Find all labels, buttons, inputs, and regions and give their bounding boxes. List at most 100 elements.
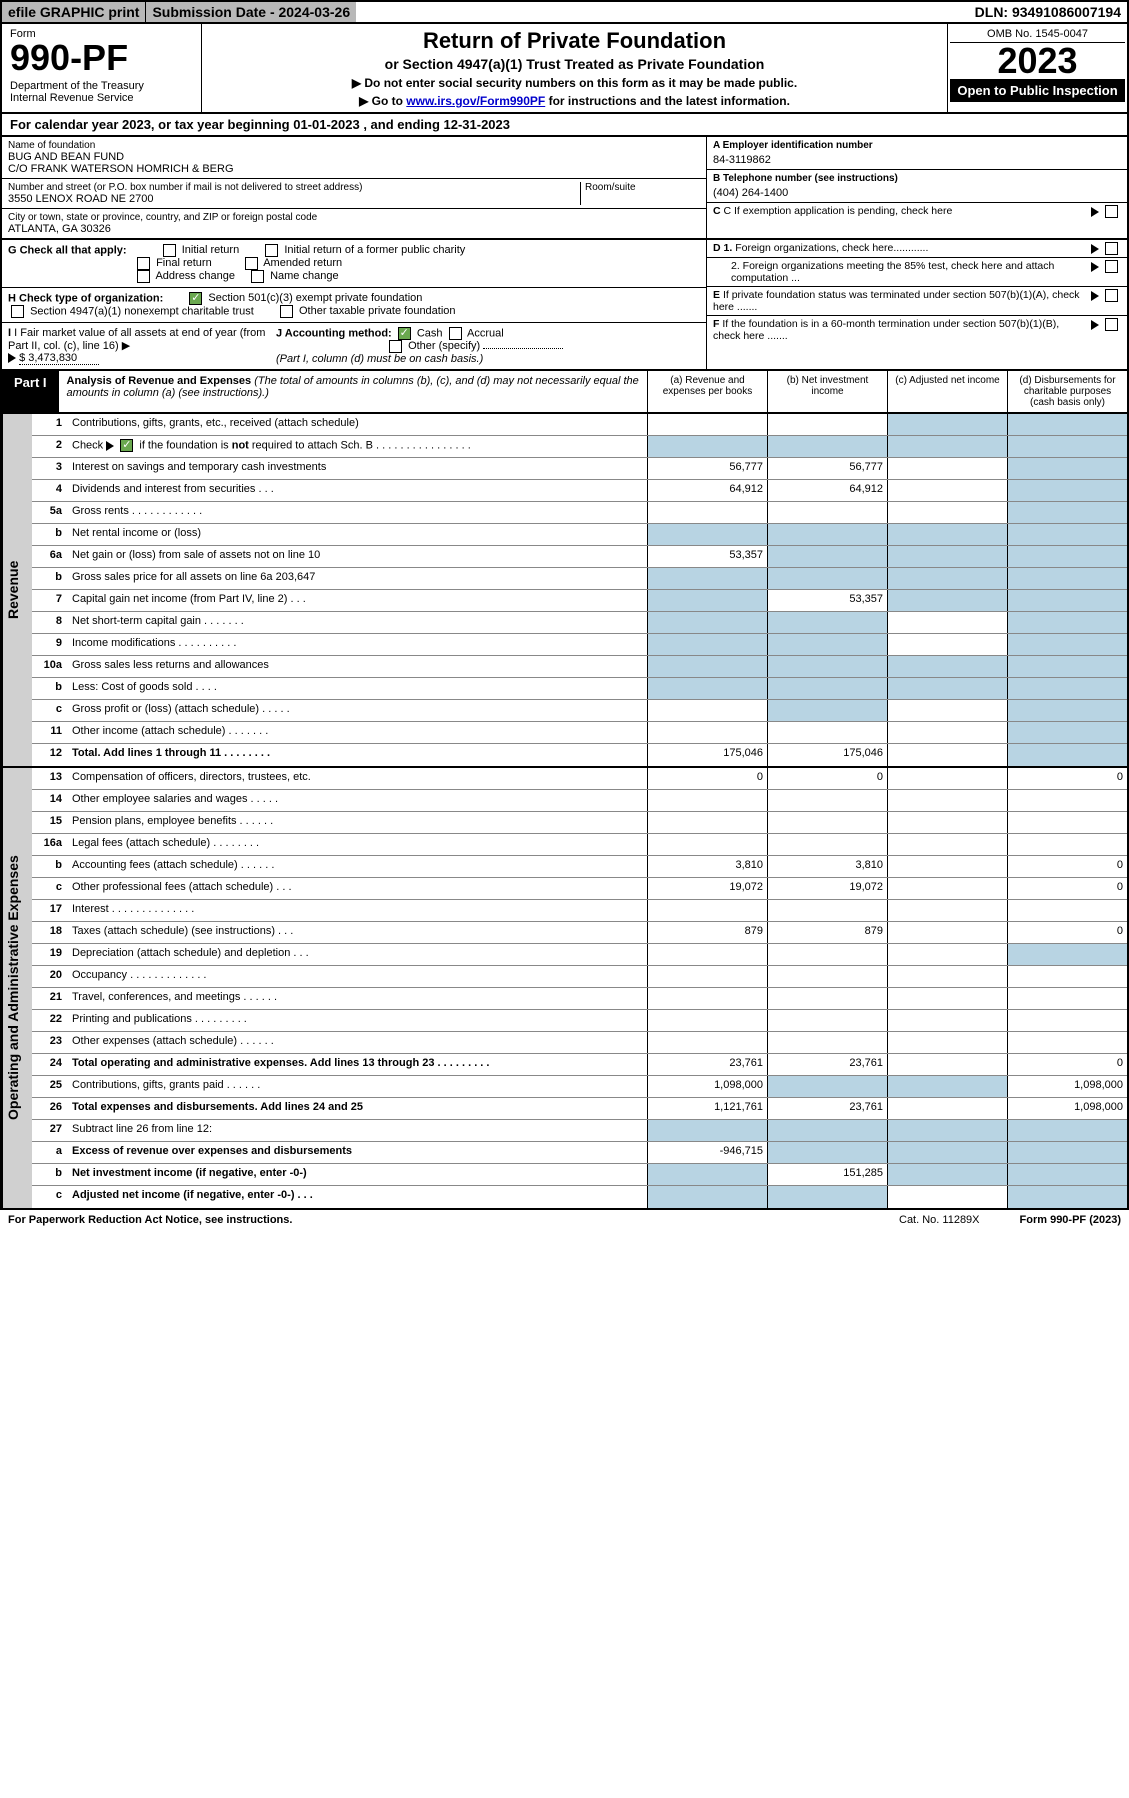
g-address-change[interactable] [137,270,150,283]
table-cell [887,568,1007,589]
row-description: Other expenses (attach schedule) . . . .… [68,1032,647,1053]
g-initial-former[interactable] [265,244,278,257]
g-amended[interactable] [245,257,258,270]
row-number: 3 [32,458,68,479]
table-row: 20Occupancy . . . . . . . . . . . . . [32,966,1127,988]
table-cell [1007,436,1127,457]
row-number: 5a [32,502,68,523]
table-row: bNet rental income or (loss) [32,524,1127,546]
table-cell [887,722,1007,743]
row-description: Accounting fees (attach schedule) . . . … [68,856,647,877]
table-cell: 53,357 [647,546,767,567]
d1-checkbox[interactable] [1105,242,1118,255]
h-4947[interactable] [11,305,24,318]
row-description: Capital gain net income (from Part IV, l… [68,590,647,611]
table-cell [647,1164,767,1185]
d2-checkbox[interactable] [1105,260,1118,273]
row-description: Total. Add lines 1 through 11 . . . . . … [68,744,647,766]
open-public: Open to Public Inspection [950,79,1125,102]
table-row: 10aGross sales less returns and allowanc… [32,656,1127,678]
table-row: 5aGross rents . . . . . . . . . . . . [32,502,1127,524]
table-cell [647,1032,767,1053]
g-initial-return[interactable] [163,244,176,257]
row-number: a [32,1142,68,1163]
irs-link[interactable]: www.irs.gov/Form990PF [406,94,545,108]
table-cell: 23,761 [767,1054,887,1075]
table-row: aExcess of revenue over expenses and dis… [32,1142,1127,1164]
row-description: Pension plans, employee benefits . . . .… [68,812,647,833]
revenue-tab: Revenue [2,414,32,766]
col-d-header: (d) Disbursements for charitable purpose… [1007,371,1127,412]
row-number: b [32,1164,68,1185]
row-number: b [32,856,68,877]
table-cell [1007,966,1127,987]
part1-label: Part I [2,371,59,412]
table-cell: 1,098,000 [647,1076,767,1097]
table-cell [767,656,887,677]
table-cell [887,656,1007,677]
table-row: 3Interest on savings and temporary cash … [32,458,1127,480]
table-cell [647,1120,767,1141]
table-cell [887,1010,1007,1031]
table-cell [767,1142,887,1163]
g-section: G Check all that apply: Initial return I… [2,240,706,288]
j-accrual[interactable] [449,327,462,340]
table-cell [647,812,767,833]
table-cell [1007,700,1127,721]
row-description: Income modifications . . . . . . . . . . [68,634,647,655]
revenue-table: Revenue 1Contributions, gifts, grants, e… [0,414,1129,768]
table-cell [887,900,1007,921]
table-cell: 64,912 [767,480,887,501]
table-row: cOther professional fees (attach schedul… [32,878,1127,900]
table-row: 4Dividends and interest from securities … [32,480,1127,502]
g-final-return[interactable] [137,257,150,270]
j-other[interactable] [389,340,402,353]
f-checkbox[interactable] [1105,318,1118,331]
table-cell [767,612,887,633]
table-cell [887,744,1007,766]
h-section: H Check type of organization: Section 50… [2,288,706,323]
row-number: 25 [32,1076,68,1097]
table-cell [767,812,887,833]
g-name-change[interactable] [251,270,264,283]
table-cell [767,414,887,435]
h-other-taxable[interactable] [280,305,293,318]
row-number: 26 [32,1098,68,1119]
table-row: 11Other income (attach schedule) . . . .… [32,722,1127,744]
table-cell: 1,121,761 [647,1098,767,1119]
table-cell [887,634,1007,655]
table-cell [1007,568,1127,589]
row-description: Depreciation (attach schedule) and deple… [68,944,647,965]
c-checkbox[interactable] [1105,205,1118,218]
table-cell [1007,458,1127,479]
row-number: 20 [32,966,68,987]
e-checkbox[interactable] [1105,289,1118,302]
name-label: Name of foundation [8,140,700,151]
h-501c3[interactable] [189,292,202,305]
table-row: 6aNet gain or (loss) from sale of assets… [32,546,1127,568]
row-number: b [32,678,68,699]
row-number: 2 [32,436,68,457]
row-number: 12 [32,744,68,766]
table-row: 7Capital gain net income (from Part IV, … [32,590,1127,612]
table-row: 16aLegal fees (attach schedule) . . . . … [32,834,1127,856]
room-label: Room/suite [585,182,700,193]
row-number: 6a [32,546,68,567]
row-description: Interest on savings and temporary cash i… [68,458,647,479]
table-cell [1007,812,1127,833]
table-row: 22Printing and publications . . . . . . … [32,1010,1127,1032]
row-number: b [32,524,68,545]
table-cell [647,414,767,435]
entity-info: Name of foundation BUG AND BEAN FUND C/O… [0,137,1129,240]
table-cell [1007,1142,1127,1163]
table-cell [767,834,887,855]
form-ref: Form 990-PF (2023) [1020,1214,1121,1226]
row-description: Contributions, gifts, grants paid . . . … [68,1076,647,1097]
row-description: Gross sales price for all assets on line… [68,568,647,589]
d1-label: D 1. Foreign organizations, check here..… [713,242,1087,254]
row-description: Total operating and administrative expen… [68,1054,647,1075]
row-description: Net rental income or (loss) [68,524,647,545]
schb-checkbox[interactable] [120,439,133,452]
form-number: 990-PF [10,40,193,76]
j-cash[interactable] [398,327,411,340]
